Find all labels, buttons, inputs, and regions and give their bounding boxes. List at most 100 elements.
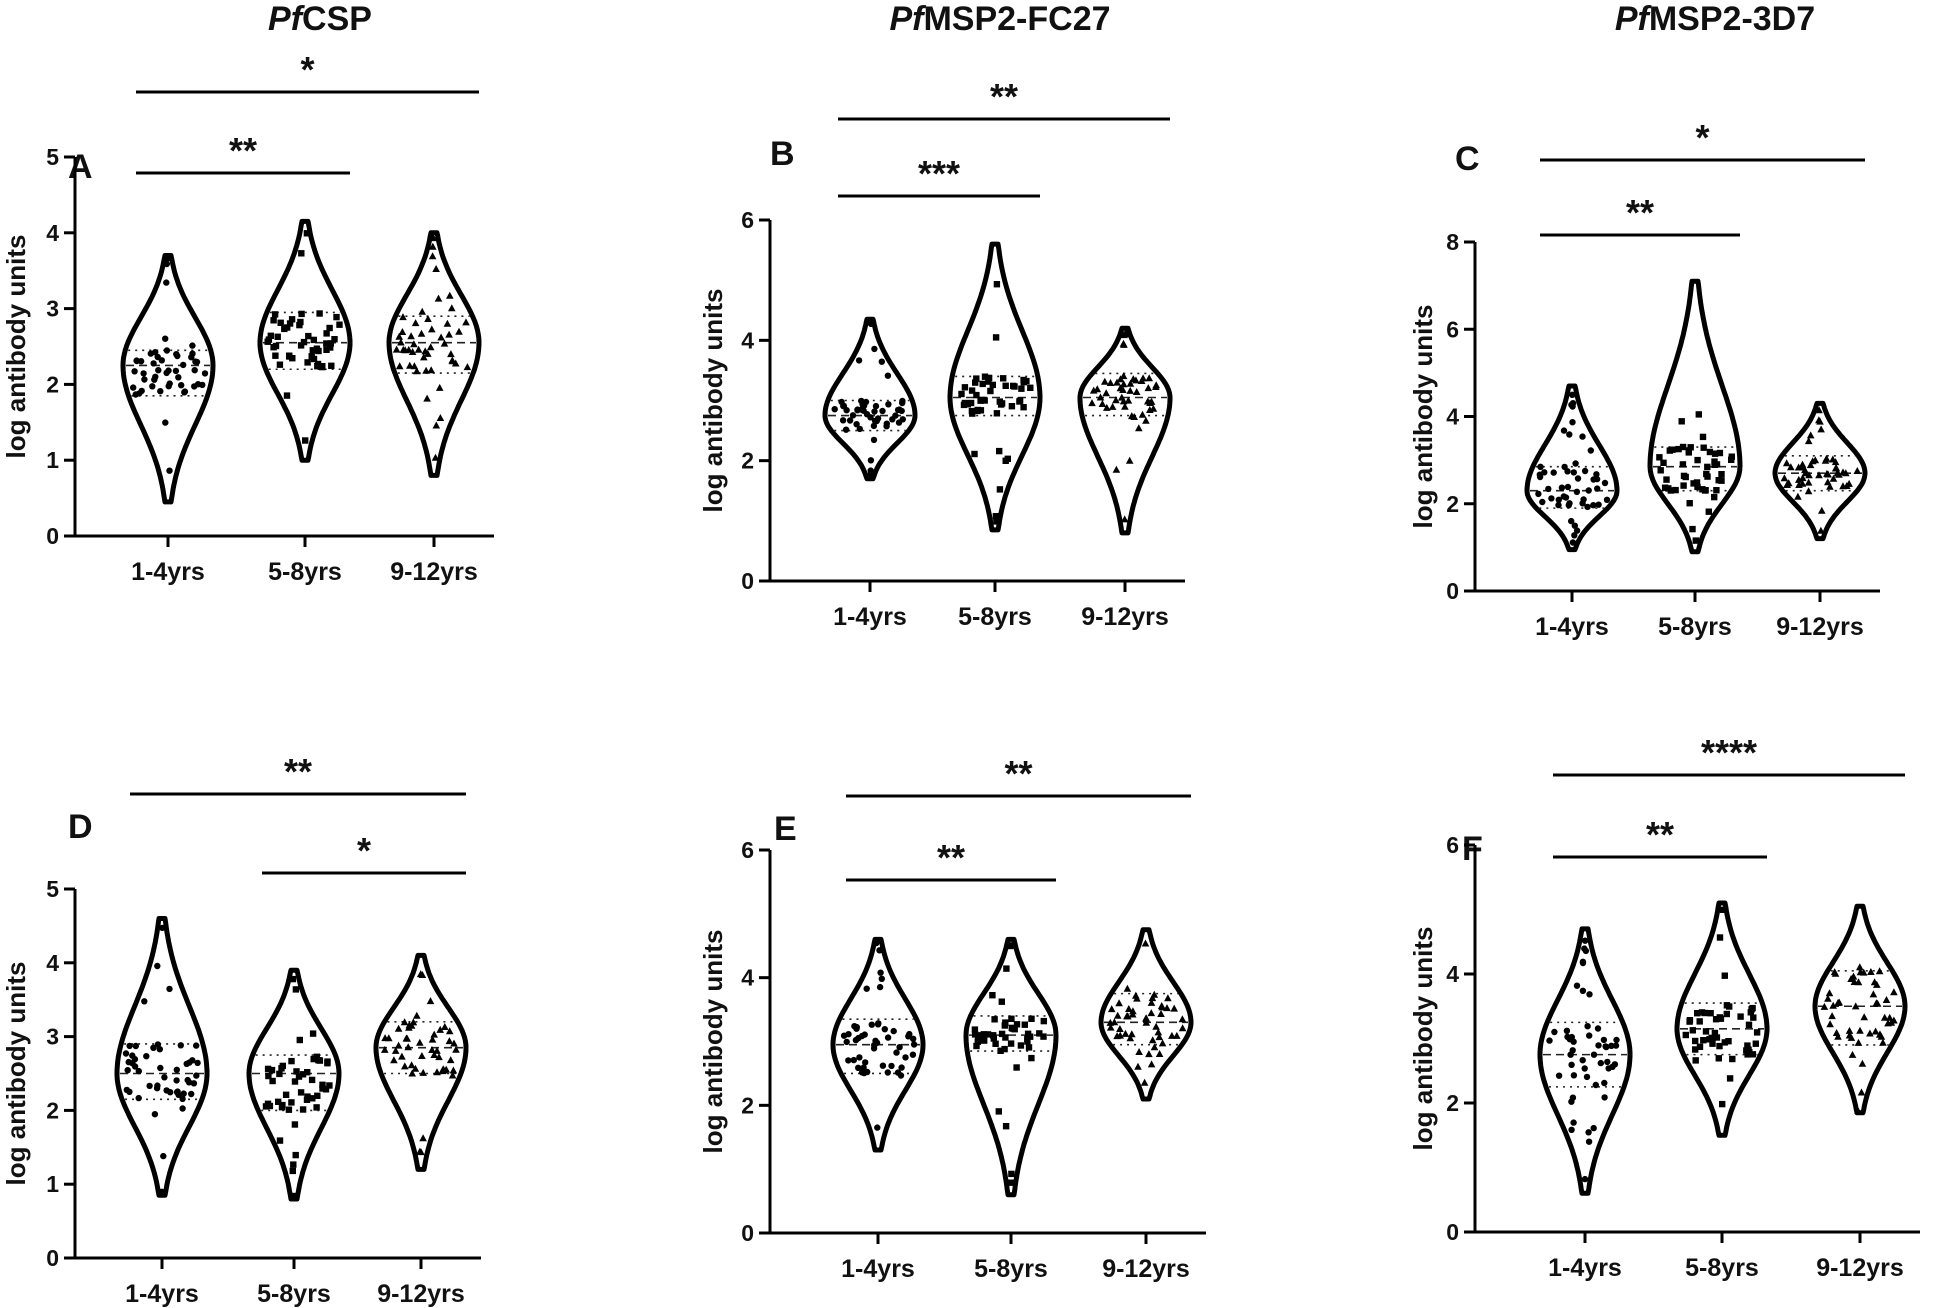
data-point — [831, 406, 838, 413]
data-point — [1126, 379, 1135, 387]
data-point — [992, 1040, 999, 1047]
violin-outline — [386, 230, 482, 478]
data-point — [867, 467, 874, 474]
data-point — [447, 350, 455, 358]
y-tick-label: 0 — [741, 568, 754, 594]
data-point — [1794, 463, 1803, 471]
data-point — [153, 1085, 161, 1092]
violin-1-4yrs — [114, 916, 210, 1198]
data-point — [327, 340, 334, 347]
violin-5-8yrs — [947, 241, 1043, 533]
data-point — [392, 345, 401, 353]
data-point — [872, 402, 880, 410]
data-point — [1604, 1058, 1611, 1066]
data-point — [1601, 1094, 1608, 1101]
data-point — [1135, 424, 1143, 432]
data-point — [863, 411, 871, 418]
data-point — [288, 1099, 295, 1106]
data-point — [265, 1072, 272, 1080]
data-point — [1678, 418, 1685, 425]
data-point — [286, 352, 293, 359]
data-point — [1692, 1037, 1699, 1045]
data-point — [884, 372, 892, 379]
data-point — [1856, 963, 1864, 971]
violin-9-12yrs — [386, 230, 482, 478]
data-point — [314, 1092, 321, 1099]
data-point — [1573, 488, 1581, 495]
data-point — [1133, 994, 1141, 1002]
data-point — [424, 349, 432, 357]
x-category-label: 1-4yrs — [833, 603, 907, 631]
data-point — [133, 357, 140, 365]
data-point — [989, 381, 996, 389]
data-point — [124, 1067, 131, 1074]
data-point — [884, 1034, 892, 1041]
data-point — [1089, 386, 1098, 394]
data-point — [179, 1105, 186, 1112]
data-point — [851, 1022, 858, 1030]
data-point — [162, 335, 169, 342]
data-point — [282, 1091, 290, 1098]
data-point — [1885, 1013, 1894, 1021]
data-point — [1706, 448, 1714, 456]
data-point — [1558, 484, 1566, 491]
x-category-label: 1-4yrs — [1535, 613, 1609, 641]
data-point — [879, 1062, 887, 1069]
data-point — [1603, 496, 1611, 503]
data-point — [977, 397, 984, 404]
data-point — [288, 1057, 295, 1065]
data-point — [898, 407, 905, 415]
data-point — [1804, 437, 1813, 445]
data-point — [123, 1086, 130, 1094]
data-point — [166, 985, 173, 993]
data-point — [1579, 987, 1587, 994]
data-point — [960, 401, 968, 409]
data-point — [1687, 444, 1694, 451]
data-point — [141, 376, 148, 383]
data-point — [448, 1071, 457, 1079]
data-point — [314, 360, 322, 368]
data-point — [440, 339, 449, 347]
data-point — [424, 315, 432, 322]
data-point — [1729, 1055, 1736, 1063]
panel-letter-F: F — [1462, 830, 1483, 868]
data-point — [401, 1062, 409, 1070]
data-point — [413, 367, 421, 375]
data-point — [308, 1076, 316, 1084]
data-point — [1013, 1021, 1021, 1028]
data-point — [1689, 1027, 1696, 1034]
data-point — [1002, 1123, 1010, 1130]
data-point — [1713, 1034, 1721, 1041]
data-point — [426, 997, 435, 1005]
data-point — [1125, 456, 1134, 464]
data-point — [1890, 1016, 1898, 1024]
data-point — [135, 1094, 142, 1102]
data-point — [876, 983, 884, 991]
data-point — [1571, 522, 1579, 529]
y-tick-label: 6 — [1446, 316, 1459, 342]
data-point — [1798, 479, 1807, 487]
data-point — [1876, 1030, 1884, 1038]
data-point — [289, 975, 297, 983]
y-tick-label: 6 — [1446, 832, 1459, 858]
data-point — [310, 336, 317, 344]
data-point — [175, 374, 182, 381]
data-point — [1824, 478, 1832, 486]
data-point — [1719, 906, 1727, 913]
data-point — [445, 1027, 454, 1035]
data-point — [1825, 989, 1834, 997]
data-point — [172, 367, 180, 375]
y-tick-label: 4 — [1446, 961, 1459, 987]
data-point — [984, 1031, 992, 1038]
data-point — [1753, 1029, 1761, 1036]
data-point — [163, 347, 171, 354]
data-point — [419, 1068, 427, 1076]
data-point — [1672, 486, 1679, 494]
data-point — [394, 1041, 403, 1049]
data-point — [863, 985, 870, 992]
significance-label: * — [1695, 117, 1709, 158]
data-point — [1096, 393, 1105, 401]
data-point — [1001, 1045, 1008, 1053]
data-point — [1590, 1051, 1598, 1058]
data-point — [122, 1050, 130, 1057]
